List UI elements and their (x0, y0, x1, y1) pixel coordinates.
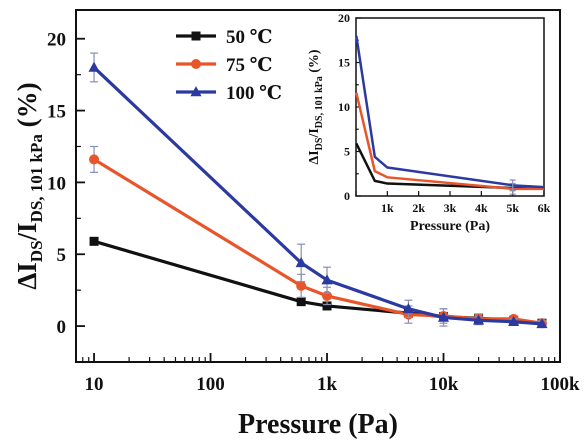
main-point-50-1 (296, 297, 306, 307)
inset-x-tick-label-2: 2k (412, 201, 425, 215)
main-point-100-4 (437, 311, 450, 322)
inset-x-tick-label-5: 5k (506, 201, 519, 215)
main-y-tick-label-3: 15 (47, 102, 66, 123)
inset-y-tick-label-4: 20 (338, 11, 350, 25)
inset-x-tick-label-3: 3k (444, 201, 457, 215)
inset-y-label-part-2: /I (307, 128, 322, 138)
legend-item-75: 75 ℃ (176, 55, 273, 76)
inset-y-label-part-3: (%) (307, 49, 322, 76)
main-x-axis-label: Pressure (Pa) (238, 409, 398, 440)
main-y-label-part-1: ΔI (12, 262, 42, 289)
inset-y-tick-label-1: 5 (344, 145, 350, 159)
inset-x-tick-label-1: 1k (381, 201, 394, 215)
inset-x-tick-label-6: 6k (538, 201, 551, 215)
main-point-100-7 (536, 318, 548, 329)
inset-plot-frame (355, 17, 545, 197)
inset-series-line-100 (355, 35, 545, 189)
main-y-label-subscript-1: DS (27, 240, 46, 262)
inset-series-line-75 (355, 92, 544, 191)
inset-axes: 1k 2k 3k 4k 5k 6k 0 5 10 15 20 (338, 11, 551, 215)
main-point-100-6 (508, 315, 520, 327)
inset-y-tick-label-3: 15 (338, 56, 350, 70)
main-series-line-50 (93, 239, 543, 325)
main-x-tick-label-1: 100 (196, 374, 225, 395)
inset-y-label-subscript-2: DS, 101 kPa (314, 76, 325, 128)
legend-label-75: 75 ℃ (226, 55, 273, 76)
inset-series-75 (355, 92, 544, 195)
main-point-75-0 (89, 154, 100, 165)
main-point-50-0 (89, 236, 99, 246)
legend-marker-50 (191, 31, 201, 41)
main-point-100-5 (472, 314, 485, 325)
main-x-tick-label-0: 10 (85, 374, 104, 395)
inset-x-axis-label: Pressure (Pa) (410, 219, 490, 234)
inset-y-label-subscript-1: DS (314, 137, 325, 150)
main-plot-frame (75, 9, 561, 363)
main-series-100 (88, 52, 548, 329)
main-x-tick-label-2: 1k (317, 374, 338, 395)
inset-x-tick-label-4: 4k (475, 201, 488, 215)
legend: 50 ℃ 75 ℃ 100 ℃ (176, 27, 282, 104)
legend-item-50: 50 ℃ (176, 27, 273, 48)
main-x-tick-label-3: 10k (429, 374, 459, 395)
legend-label-50: 50 ℃ (226, 27, 273, 48)
inset-y-tick-label-2: 10 (338, 100, 350, 114)
inset-y-axis-label: ΔIDS/IDS, 101 kPa (%) (307, 49, 325, 164)
main-y-tick-label-1: 5 (57, 245, 67, 266)
main-point-100-2 (321, 274, 333, 285)
legend-marker-75 (191, 59, 201, 69)
main-y-label-subscript-2: DS, 101 kPa (27, 134, 46, 223)
main-point-100-0 (88, 61, 100, 72)
legend-item-100: 100 ℃ (176, 83, 282, 104)
main-y-label-part-2: /I (12, 222, 42, 241)
inset-series-100 (355, 35, 545, 192)
inset-y-label-part-1: ΔI (307, 150, 322, 164)
main-y-tick-label-4: 20 (47, 30, 66, 51)
main-point-100-1 (295, 257, 307, 268)
main-point-75-1 (296, 280, 307, 291)
main-y-label-part-3: (%) (12, 82, 42, 134)
legend-marker-100 (190, 86, 202, 97)
inset-series-layer (355, 35, 545, 195)
main-x-tick-label-4: 100k (540, 374, 580, 395)
inset-y-tick-label-0: 0 (344, 189, 350, 203)
inset-chart: 1k 2k 3k 4k 5k 6k 0 5 10 15 20 Pressure (Pa) ΔIDS/… (307, 11, 551, 234)
main-y-tick-label-0: 0 (57, 317, 67, 338)
main-y-tick-label-2: 10 (47, 173, 66, 194)
legend-label-100: 100 ℃ (226, 83, 282, 104)
main-point-100-3 (402, 302, 415, 314)
main-point-50-2 (322, 301, 332, 311)
main-y-axis-label: ΔIDS/IDS, 101 kPa (%) (12, 82, 46, 289)
main-series-layer (88, 52, 548, 329)
